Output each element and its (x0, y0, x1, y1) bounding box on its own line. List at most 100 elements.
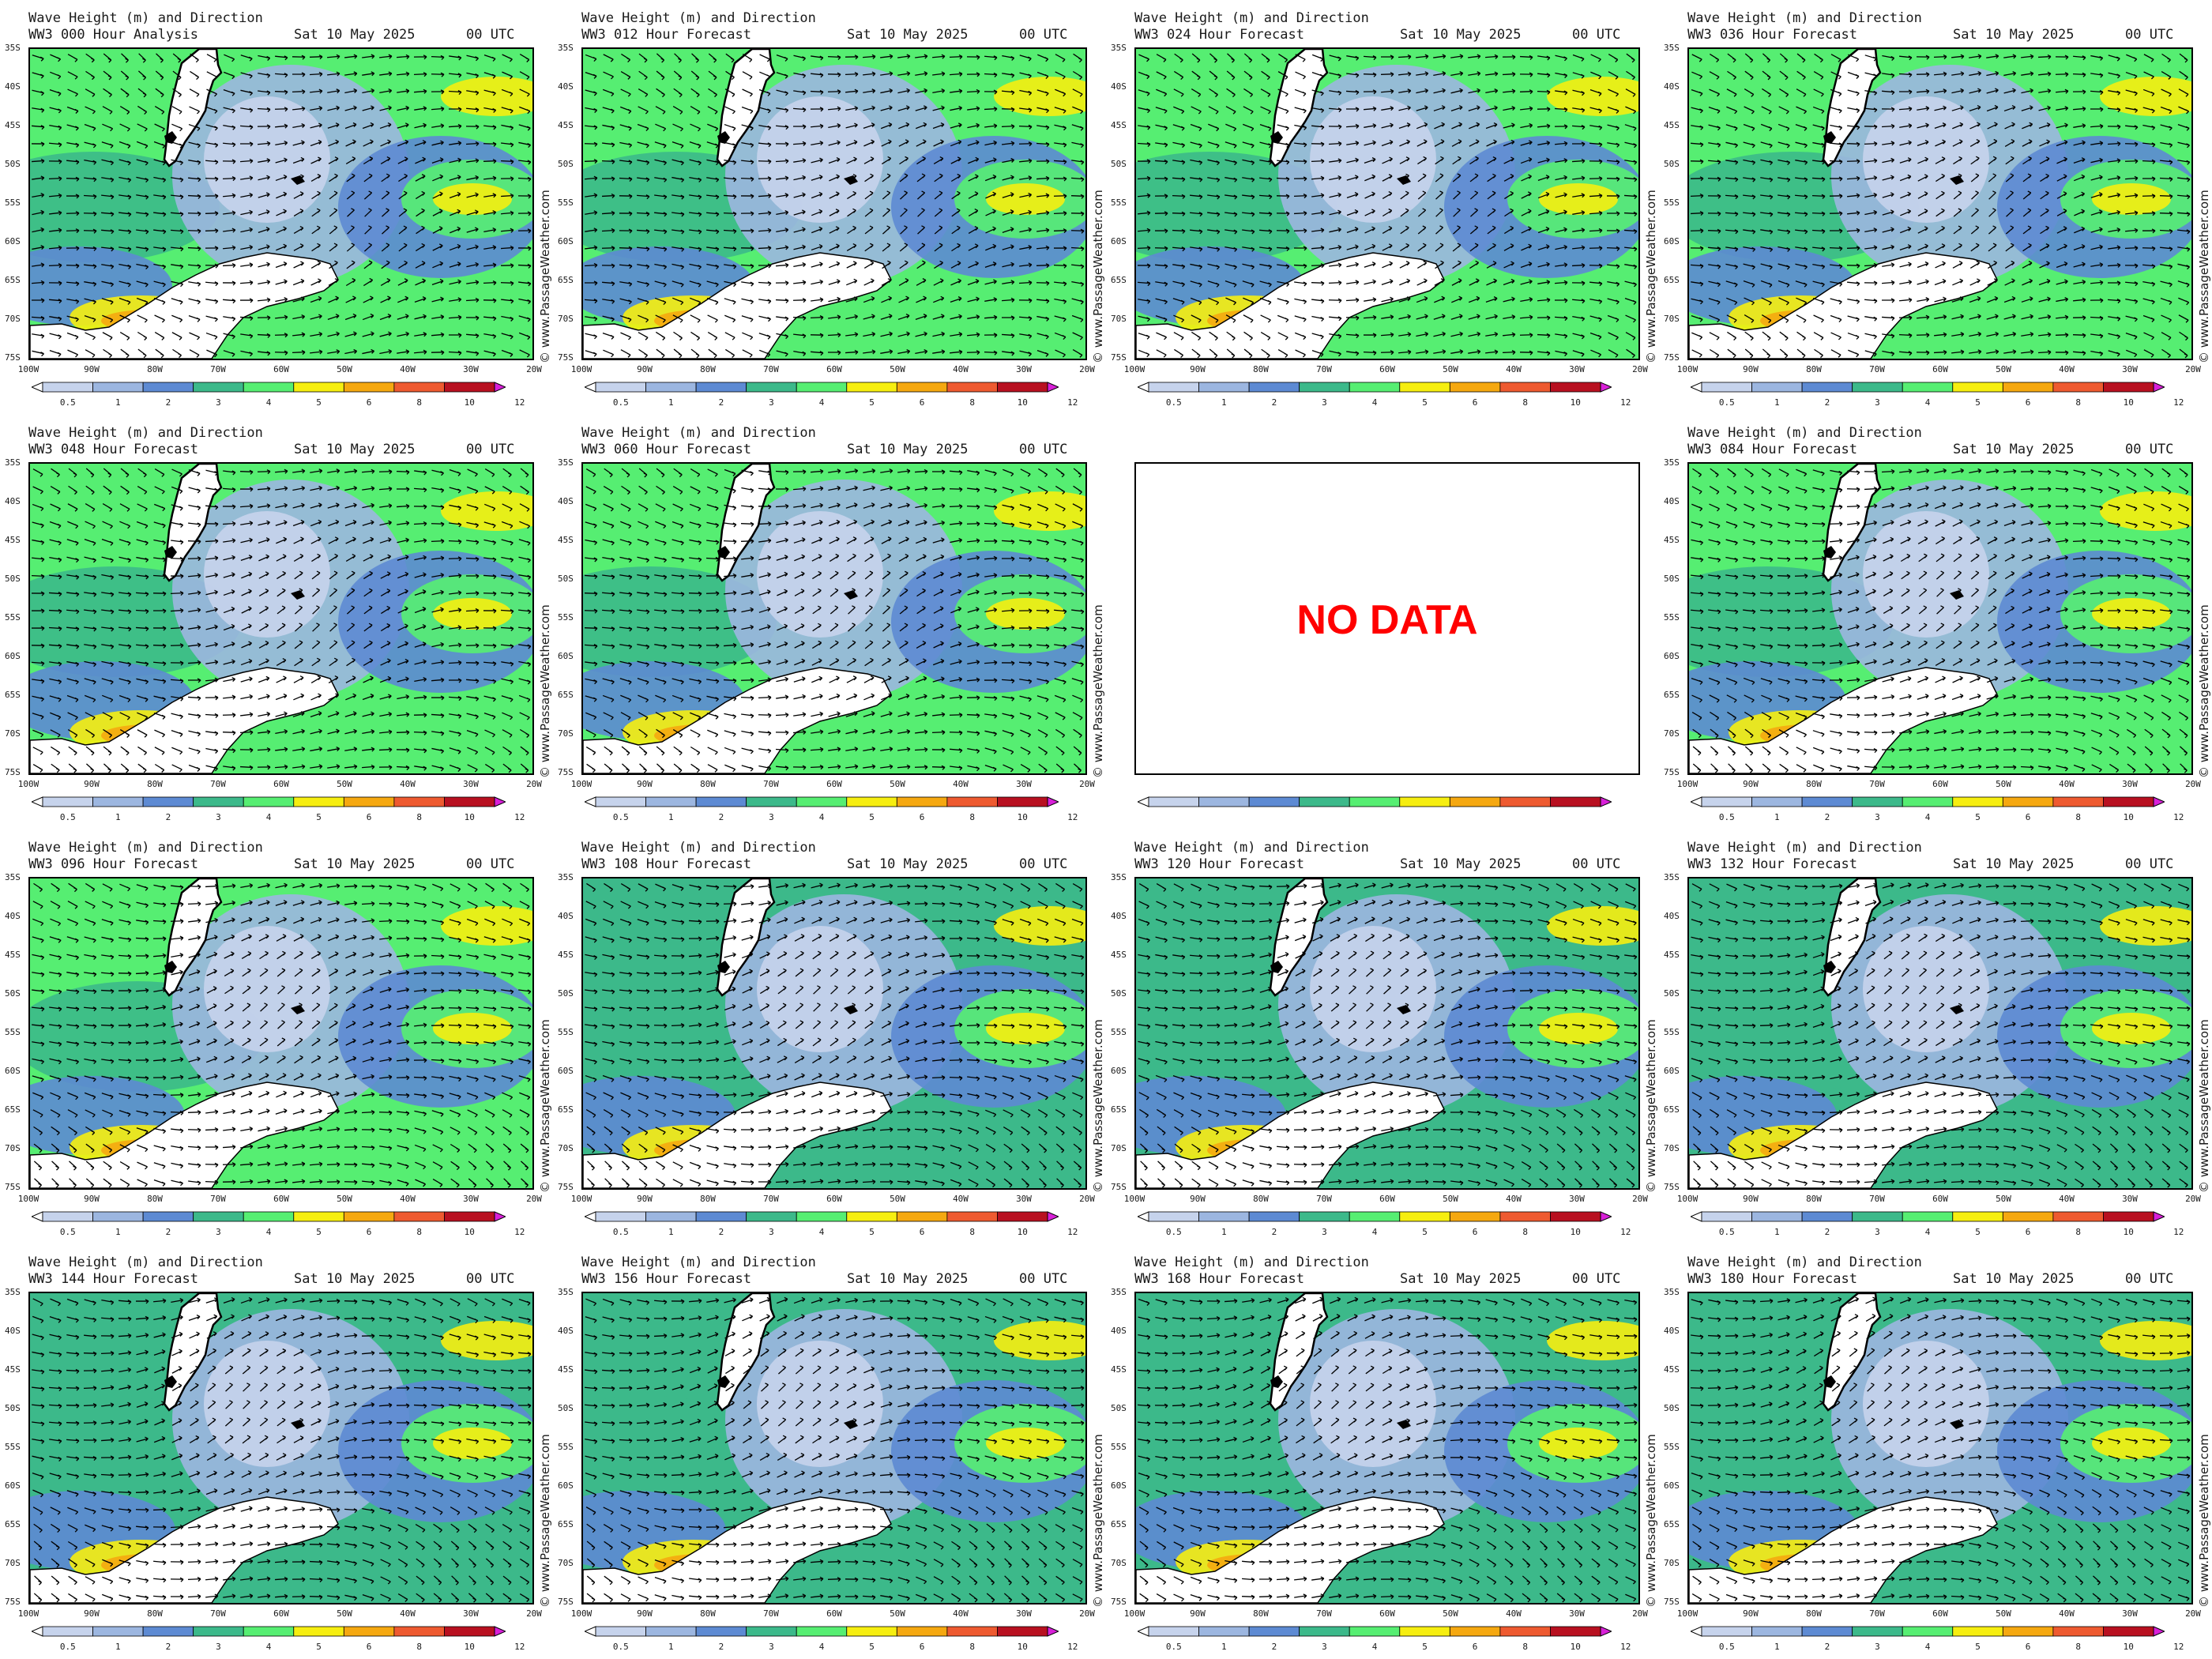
longitude-tick-label: 100W (1123, 364, 1146, 374)
map-canvas (1136, 49, 1638, 359)
colorbar-tick-label: 6 (2025, 397, 2031, 408)
map-canvas (1689, 1293, 2191, 1603)
forecast-hour-label: WW3 000 Hour Analysis (28, 27, 198, 43)
watermark: © www.PassageWeather.com (1644, 1019, 1658, 1193)
latitude-tick-label: 35S (1111, 1287, 1127, 1297)
colorbar-tick-label: 4 (1371, 397, 1378, 408)
longitude-tick-label: 80W (147, 779, 163, 789)
latitude-tick-label: 40S (5, 911, 21, 921)
wave-height-field-6 (1547, 1321, 1638, 1360)
longitude-tick-label: 40W (400, 364, 416, 374)
colorbar-tick-label: 10 (464, 397, 475, 408)
colorbar-tick-label: 0.5 (59, 812, 76, 822)
colorbar-tick-label: 1 (1221, 1642, 1227, 1652)
colorbar-tick-label: 5 (869, 1642, 875, 1652)
colorbar-tick-label: 5 (869, 1227, 875, 1237)
colorbar: 0.5 1 2 3 4 5 6 8 10 12 (1691, 1210, 2184, 1239)
colorbar-tick-label: 12 (2173, 1227, 2184, 1237)
latitude-tick-label: 60S (558, 1480, 574, 1491)
latitude-tick-label: 75S (558, 352, 574, 363)
latitude-tick-label: 45S (1664, 535, 1680, 545)
wave-height-field-6 (2100, 77, 2191, 116)
latitude-tick-label: 45S (1664, 950, 1680, 960)
wave-direction-arrows (1690, 53, 2191, 359)
colorbar-tick-label: 5 (1422, 1227, 1428, 1237)
longitude-tick-label: 90W (84, 1194, 100, 1204)
wave-height-field-5 (2092, 1013, 2171, 1044)
colorbar-tick-label: 4 (1924, 1227, 1931, 1237)
latitude-tick-label: 60S (558, 236, 574, 246)
colorbar-tick-label: 0.5 (612, 1227, 629, 1237)
colorbar-tick-label: 2 (1824, 397, 1830, 408)
latitude-tick-label: 60S (1664, 1066, 1680, 1076)
island-1 (1950, 1005, 1964, 1014)
run-date: Sat 10 May 2025 (1400, 27, 1522, 43)
colorbar-tick-label: 10 (2123, 397, 2134, 408)
latitude-tick-label: 45S (5, 535, 21, 545)
longitude-tick-label: 50W (337, 1608, 352, 1619)
forecast-header: WW3 012 Hour Forecast Sat 10 May 2025 00 U… (581, 28, 1067, 43)
longitude-tick-label: 20W (1079, 1608, 1095, 1619)
island-0 (164, 1375, 177, 1388)
forecast-panel: Wave Height (m) and Direction WW3 060 Hou… (553, 415, 1106, 830)
island-0 (1823, 1375, 1836, 1388)
watermark: © www.PassageWeather.com (1091, 190, 1105, 363)
wave-height-field-2 (1863, 926, 1989, 1052)
latitude-tick-label: 75S (5, 1597, 21, 1607)
wave-height-shading (30, 878, 532, 1188)
colorbar-tick-label: 10 (1017, 1642, 1028, 1652)
colorbar-tick-label: 4 (265, 1642, 272, 1652)
map-canvas (30, 49, 532, 359)
wave-direction-arrows (1137, 53, 1638, 359)
longitude-tick-label: 50W (890, 1608, 905, 1619)
latitude-tick-label: 45S (5, 950, 21, 960)
forecast-header: WW3 084 Hour Forecast Sat 10 May 2025 00 U… (1687, 442, 2173, 457)
colorbar-tick-label: 6 (366, 1642, 372, 1652)
longitude-tick-label: 90W (637, 1608, 653, 1619)
forecast-hour-label: WW3 036 Hour Forecast (1687, 27, 1857, 43)
colorbar-tick-label: 4 (1924, 1642, 1931, 1652)
longitude-tick-label: 30W (1569, 1194, 1585, 1204)
latitude-tick-label: 60S (1111, 236, 1127, 246)
colorbar-tick-label: 2 (718, 397, 724, 408)
longitude-tick-label: 50W (1443, 1194, 1458, 1204)
colorbar-tick-label: 1 (115, 1642, 121, 1652)
longitude-tick-label: 30W (463, 1608, 479, 1619)
wave-height-field-5 (2092, 1428, 2171, 1459)
longitude-tick-label: 30W (463, 364, 479, 374)
colorbar-tick-label: 5 (1975, 1642, 1981, 1652)
colorbar-tick-label: 4 (265, 397, 272, 408)
colorbar-tick-label: 6 (919, 812, 925, 822)
forecast-header: WW3 144 Hour Forecast Sat 10 May 2025 00 U… (28, 1272, 514, 1287)
island-0 (717, 1375, 730, 1388)
wave-height-field-2 (757, 926, 883, 1052)
colorbar-swatches (1138, 382, 1612, 393)
longitude-tick-label: 50W (1996, 1608, 2011, 1619)
south-america-landmass (716, 1293, 776, 1412)
latitude-tick-label: 40S (1664, 81, 1680, 92)
latitude-tick-label: 70S (5, 314, 21, 324)
colorbar: 0.5 1 2 3 4 5 6 8 10 12 (1691, 796, 2184, 824)
longitude-tick-label: 80W (1253, 1608, 1269, 1619)
colorbar-tick-label: 2 (718, 812, 724, 822)
longitude-tick-label: 60W (826, 1194, 842, 1204)
colorbar-tick-label: 1 (115, 812, 121, 822)
latitude-tick-label: 50S (5, 1403, 21, 1413)
longitude-tick-label: 100W (570, 779, 592, 789)
colorbar-tick-label: 2 (718, 1642, 724, 1652)
forecast-header: WW3 168 Hour Forecast Sat 10 May 2025 00 U… (1134, 1272, 1620, 1287)
latitude-tick-label: 75S (1664, 1597, 1680, 1607)
latitude-tick-label: 50S (558, 159, 574, 169)
latitude-tick-label: 75S (1664, 1182, 1680, 1192)
longitude-tick-label: 50W (337, 779, 352, 789)
colorbar-tick-label: 4 (1371, 1227, 1378, 1237)
longitude-tick-label: 100W (17, 364, 40, 374)
colorbar-tick-label: 5 (316, 397, 322, 408)
run-date: Sat 10 May 2025 (847, 1271, 969, 1287)
latitude-tick-label: 45S (5, 120, 21, 130)
south-america-landmass (1269, 878, 1329, 997)
longitude-tick-label: 60W (1932, 779, 1948, 789)
run-time: 00 UTC (1019, 856, 1068, 872)
latitude-tick-label: 65S (558, 1519, 574, 1529)
wave-direction-arrows (1138, 882, 1638, 1188)
